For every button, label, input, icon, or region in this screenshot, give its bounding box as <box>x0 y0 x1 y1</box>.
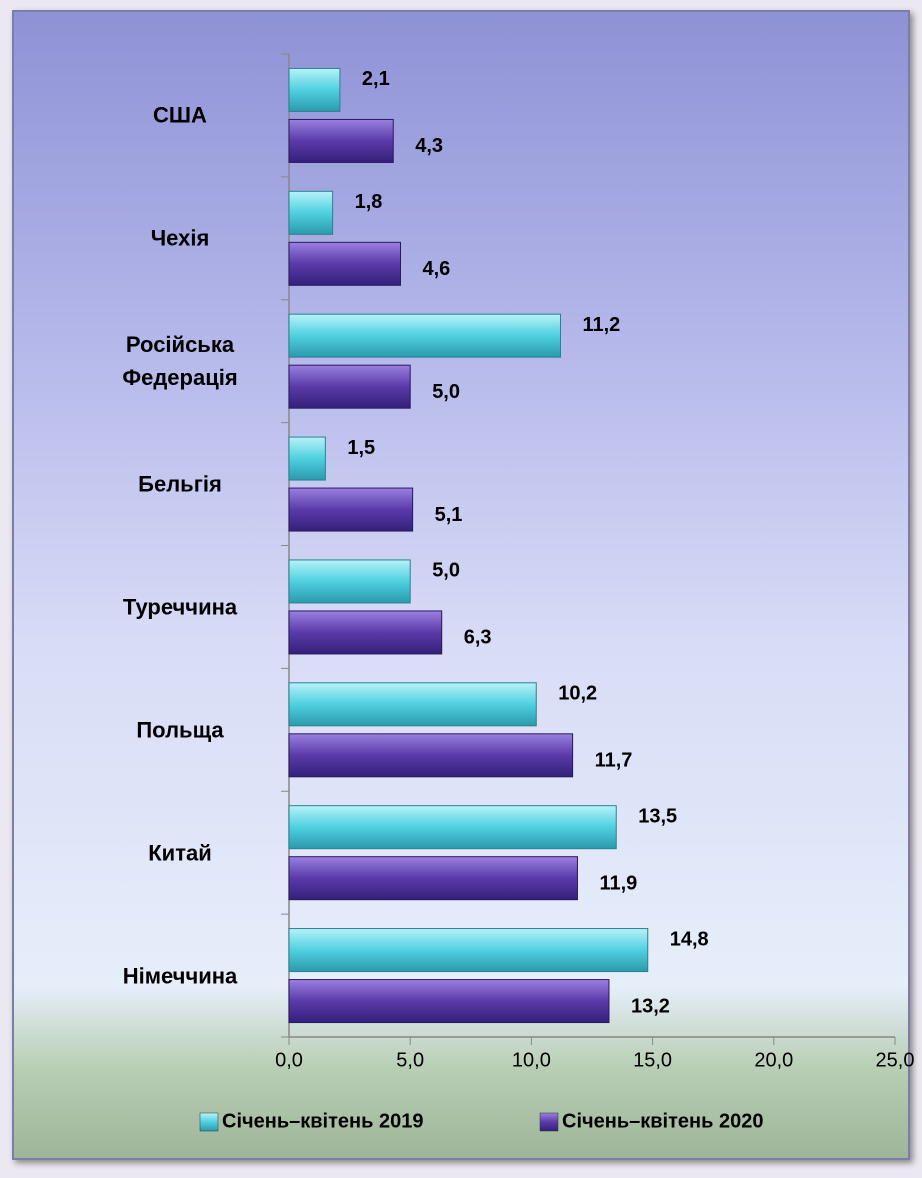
value-label: 2,1 <box>362 68 390 90</box>
value-label: 4,3 <box>415 135 443 157</box>
bar <box>288 805 617 850</box>
bar <box>288 559 411 604</box>
bar <box>288 364 411 409</box>
bar <box>288 241 402 286</box>
legend-label: Січень–квітень 2019 <box>222 1110 423 1132</box>
value-label: 5,0 <box>432 560 460 582</box>
legend-swatch <box>199 1112 219 1132</box>
category-label: Чехія <box>150 225 210 251</box>
bar <box>288 610 443 655</box>
value-label: 6,3 <box>464 627 492 649</box>
legend-swatch <box>539 1112 559 1132</box>
bar <box>288 682 537 727</box>
value-label: 10,2 <box>558 683 597 705</box>
bar <box>288 67 341 112</box>
bar <box>288 928 649 973</box>
category-label: Німеччина <box>122 963 238 989</box>
value-label: 14,8 <box>670 928 709 950</box>
x-tick-label: 20,0 <box>754 1049 793 1071</box>
bar <box>288 733 574 778</box>
value-label: 13,5 <box>638 805 677 827</box>
legend-label: Січень–квітень 2020 <box>562 1110 763 1132</box>
category-label: Російська Федерація <box>122 332 238 391</box>
value-label: 11,7 <box>595 750 633 772</box>
value-label: 1,5 <box>347 437 375 459</box>
bar <box>288 118 394 163</box>
x-tick-label: 10,0 <box>512 1049 551 1071</box>
category-label: Бельгія <box>138 471 222 497</box>
category-label: Китай <box>148 840 212 866</box>
bar <box>288 487 414 532</box>
bar <box>288 313 561 358</box>
x-tick-label: 5,0 <box>396 1049 424 1071</box>
bar <box>288 856 578 901</box>
value-label: 13,2 <box>631 995 670 1017</box>
x-tick-label: 15,0 <box>633 1049 672 1071</box>
x-tick-label: 25,0 <box>876 1049 915 1071</box>
bar <box>288 436 326 481</box>
value-label: 4,6 <box>423 258 451 280</box>
value-label: 5,1 <box>435 504 463 526</box>
bar <box>288 979 610 1024</box>
value-label: 11,2 <box>582 314 620 336</box>
value-label: 11,9 <box>599 872 637 894</box>
bar <box>288 190 334 235</box>
category-label: Польща <box>136 717 224 743</box>
category-label: США <box>153 102 207 128</box>
value-label: 5,0 <box>432 381 460 403</box>
category-label: Туреччина <box>122 594 238 620</box>
value-label: 1,8 <box>355 191 383 213</box>
x-tick-label: 0,0 <box>275 1049 303 1071</box>
